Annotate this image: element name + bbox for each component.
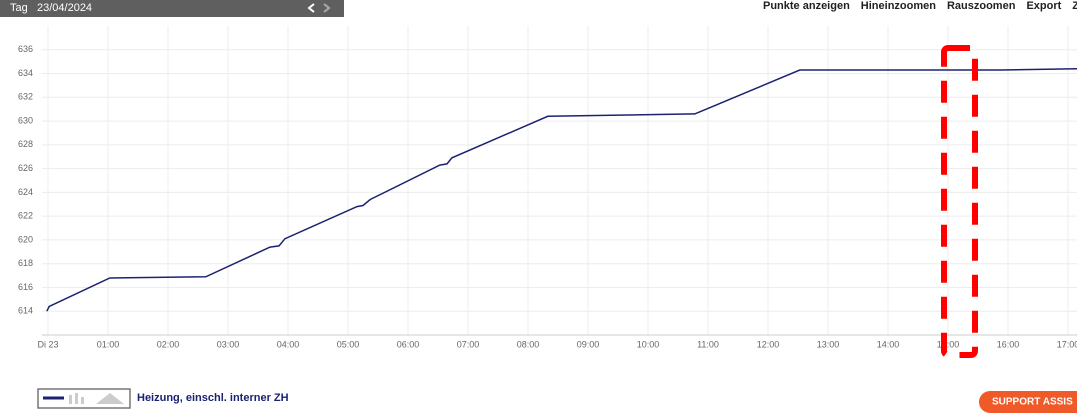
y-tick-label: 616 (18, 282, 33, 292)
y-tick-label: 624 (18, 187, 33, 197)
highlight-box (941, 45, 978, 358)
toolbar-link[interactable]: Punkte anzeigen (763, 0, 850, 12)
prev-arrow[interactable] (307, 3, 315, 13)
x-tick-label: 03:00 (217, 339, 240, 349)
x-tick-label: 10:00 (637, 339, 660, 349)
period[interactable]: Tag (10, 2, 28, 14)
y-tick-label: 636 (18, 44, 33, 54)
x-tick-label: 02:00 (157, 339, 180, 349)
y-tick-label: 634 (18, 68, 33, 78)
x-tick-label: 12:00 (757, 339, 780, 349)
y-tick-label: 632 (18, 92, 33, 102)
x-tick-label: 11:00 (697, 339, 719, 349)
toolbar-link[interactable]: Hineinzoomen (861, 0, 936, 12)
x-tick-label: 07:00 (457, 339, 480, 349)
x-tick-label: 13:00 (817, 339, 840, 349)
toolbar-bar (0, 0, 344, 17)
data-line (46, 68, 1077, 312)
legend-icon-shapes (69, 393, 124, 404)
next-arrow[interactable] (323, 3, 331, 13)
y-tick-label: 620 (18, 234, 33, 244)
x-tick-label: 09:00 (577, 339, 600, 349)
x-tick-label: 17:00 (1057, 339, 1077, 349)
x-tick-label: 05:00 (337, 339, 360, 349)
y-tick-label: 630 (18, 115, 33, 125)
toolbar-link[interactable]: Zu (1072, 0, 1077, 12)
y-tick-label: 618 (18, 258, 33, 268)
x-tick-label: 15:00 (937, 339, 960, 349)
y-tick-label: 622 (18, 211, 33, 221)
y-tick-label: 626 (18, 163, 33, 173)
x-tick-label: 16:00 (997, 339, 1020, 349)
support-button-label[interactable]: SUPPORT ASSIS (992, 397, 1073, 408)
y-tick-label: 628 (18, 139, 33, 149)
y-tick-label: 614 (18, 306, 33, 316)
toolbar-link[interactable]: Export (1026, 0, 1061, 12)
x-tick-label: 08:00 (517, 339, 540, 349)
x-tick-label: 06:00 (397, 339, 420, 349)
x-tick-label: Di 23 (37, 339, 58, 349)
x-tick-label: 04:00 (277, 339, 300, 349)
x-tick-label: 14:00 (877, 339, 900, 349)
x-tick-label: 01:00 (97, 339, 120, 349)
legend-label[interactable]: Heizung, einschl. interner ZH (137, 392, 289, 404)
toolbar-link[interactable]: Rauszoomen (947, 0, 1016, 12)
date[interactable]: 23/04/2024 (37, 2, 92, 14)
support-button[interactable] (979, 391, 1077, 413)
